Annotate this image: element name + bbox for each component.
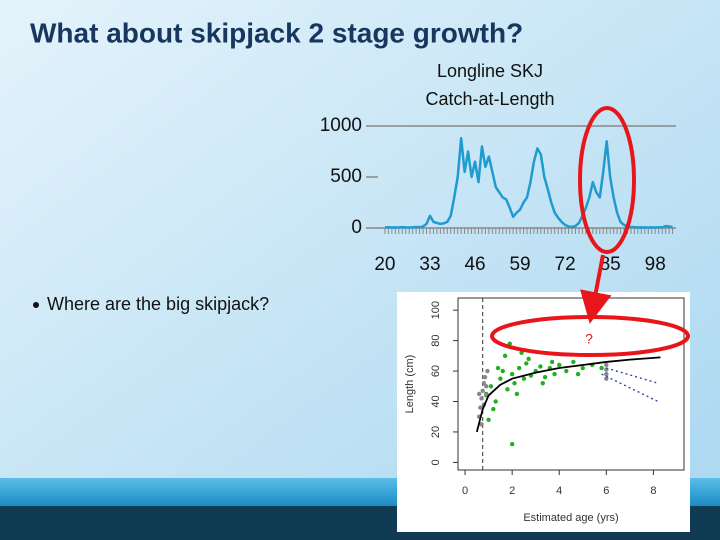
point [557,362,562,368]
point [552,371,557,377]
growth-curve [475,356,661,433]
chart-title: Catch-at-Length [425,89,554,109]
x-tick-label: 33 [419,254,440,275]
chart-title: Longline SKJ [437,61,543,81]
x-tick-label: 98 [645,254,666,275]
x-tick-label: 4 [556,485,562,497]
y-tick-label: 1000 [320,115,362,136]
point [479,422,484,427]
point [502,353,508,359]
y-tick-label: 20 [430,426,442,438]
point [498,376,503,381]
point [514,391,520,397]
x-tick-label: 20 [374,254,395,275]
point [491,406,496,412]
point [549,359,555,365]
point [478,405,483,410]
point [485,368,490,374]
point [509,441,515,447]
point [517,365,522,371]
point [521,376,527,381]
dotted-line [601,373,659,403]
point [604,362,609,368]
point [599,365,604,371]
x-tick-label: 2 [509,485,515,497]
point [571,359,576,365]
catch-line [384,136,673,229]
point [564,368,569,374]
arrow [580,254,612,324]
y-axis-label: Length (cm) [404,355,416,414]
point [526,356,531,362]
point [476,391,482,397]
point [482,374,488,380]
dotted-line [606,367,659,384]
point [495,365,501,371]
point [479,396,484,401]
bullet-text: Where are the big skipjack? [47,294,269,314]
point [481,381,487,386]
point [484,384,489,389]
point [604,371,609,377]
slide-title: What about skipjack 2 stage growth? [30,17,523,48]
point [509,371,515,377]
y-tick-label: 40 [430,395,442,407]
x-tick-label: 6 [603,485,609,497]
annotation: ? [585,331,593,347]
point [580,365,585,371]
point [493,399,498,404]
x-tick-label: 59 [509,254,530,275]
x-tick-label: 72 [555,254,576,275]
point [542,374,548,380]
y-tick-label: 100 [430,301,442,319]
point [500,368,505,374]
point [538,364,543,369]
point [505,387,510,392]
point [524,361,529,366]
y-tick-label: 500 [330,166,362,187]
point [480,388,485,394]
highlight-ellipse [578,106,636,254]
x-tick-label: 85 [600,254,621,275]
y-tick-label: 0 [351,217,362,238]
point [540,381,545,386]
bullet-dot [33,302,39,308]
y-tick-label: 80 [430,334,442,346]
inset-image [397,292,690,532]
point [512,381,517,386]
point [486,417,491,422]
x-axis-label: Estimated age (yrs) [523,512,618,524]
x-tick-label: 8 [650,485,656,497]
plot-box [457,297,685,471]
x-tick-label: 46 [464,254,485,275]
point [575,371,581,377]
x-tick-label: 0 [462,485,468,497]
y-tick-label: 60 [430,365,442,377]
y-tick-label: 0 [430,459,442,465]
point [488,384,494,389]
